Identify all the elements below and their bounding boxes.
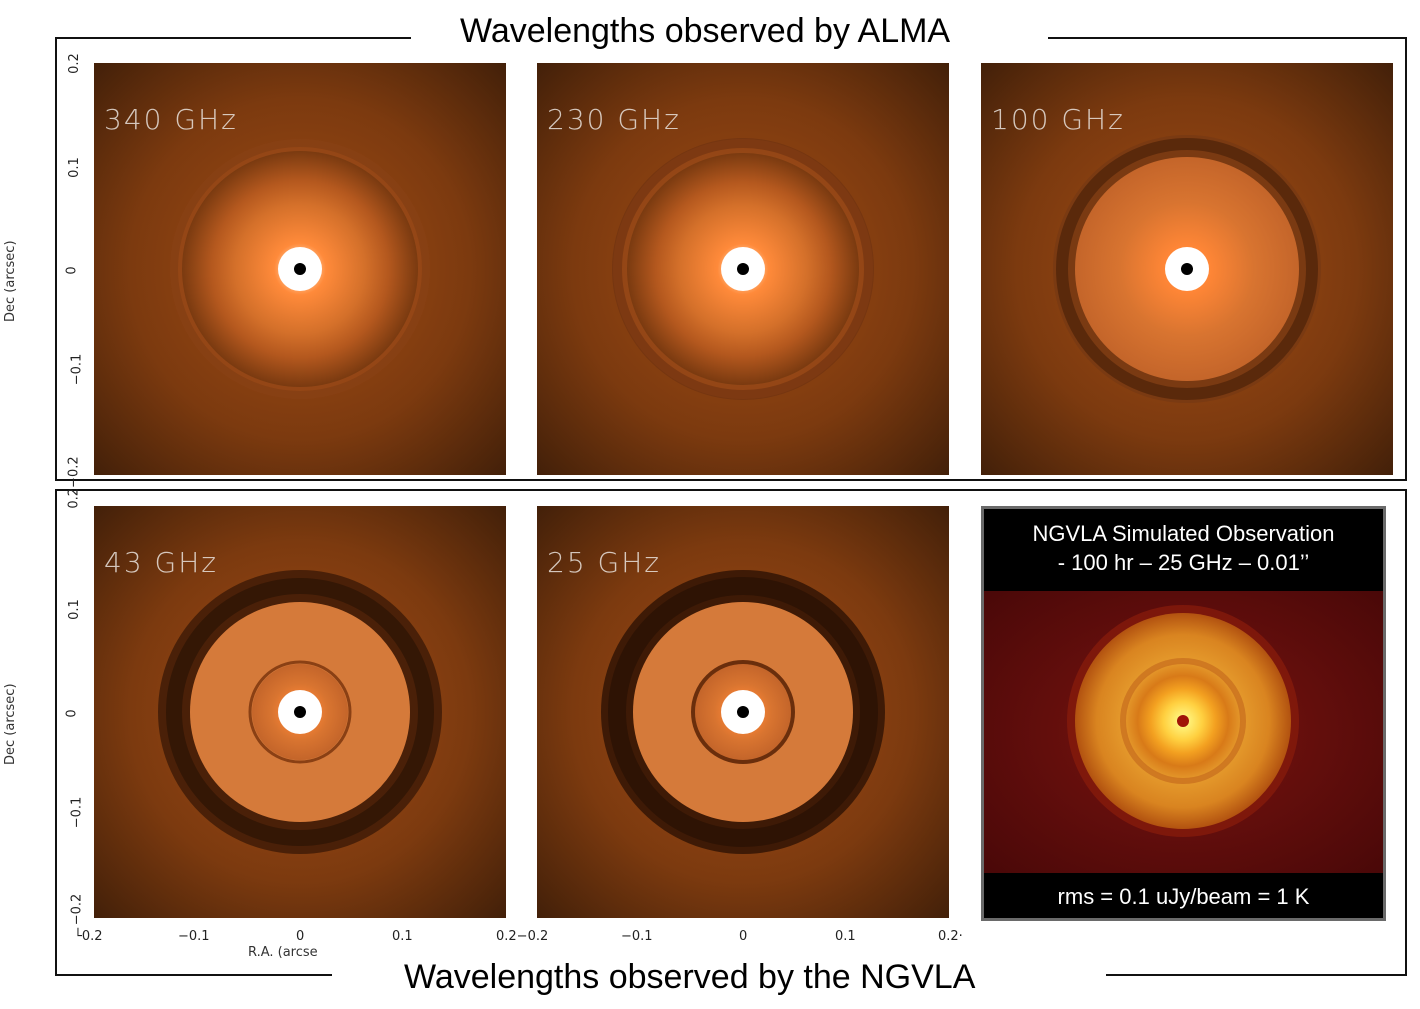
freq-label: 43 GHz xyxy=(104,546,218,579)
panel-25ghz: 25 GHz xyxy=(537,506,949,918)
disk-image-25ghz xyxy=(537,506,949,918)
panel-100ghz: 100 GHz xyxy=(981,63,1393,475)
ytick: 0 xyxy=(64,266,80,275)
disk-image-100ghz xyxy=(981,63,1393,475)
ytick: 0.1 xyxy=(66,157,82,178)
simulation-title: NGVLA Simulated Observation xyxy=(1032,521,1335,546)
xtick: −0.1 xyxy=(178,929,210,944)
ngvla-frame-bottom-left xyxy=(55,974,332,976)
panel-43ghz: 43 GHz xyxy=(94,506,506,918)
simulation-image xyxy=(984,591,1383,873)
alma-frame-top-left xyxy=(55,37,411,39)
freq-label: 340 GHz xyxy=(104,103,238,136)
ytick: 0 xyxy=(64,709,80,718)
freq-label: 100 GHz xyxy=(991,103,1125,136)
simulation-params: - 100 hr – 25 GHz – 0.01’’ xyxy=(1057,550,1310,575)
simulation-rms: rms = 0.1 uJy/beam = 1 K xyxy=(1057,884,1310,909)
freq-label: 230 GHz xyxy=(547,103,681,136)
ytick-joint: 0.2−0.2 xyxy=(66,456,82,509)
ytick: −0.1 xyxy=(69,796,85,829)
ngvla-simulation-panel: NGVLA Simulated Observation - 100 hr – 2… xyxy=(981,506,1386,921)
xtick-joint: 0.2−0.2 xyxy=(496,929,549,944)
xtick: 0 xyxy=(296,929,305,944)
simulation-header: NGVLA Simulated Observation - 100 hr – 2… xyxy=(984,509,1383,577)
ngvla-frame-bottom-right xyxy=(1106,974,1407,976)
alma-frame-top-right xyxy=(1048,37,1407,39)
ytick: 0.1 xyxy=(66,599,82,620)
disk-image-340ghz xyxy=(94,63,506,475)
disk-image-230ghz xyxy=(537,63,949,475)
xtick: 0.1 xyxy=(392,929,413,944)
ytick: −0.2 xyxy=(69,893,85,926)
ngvla-title: Wavelengths observed by the NGVLA xyxy=(390,958,990,997)
alma-frame xyxy=(55,37,1407,481)
x-axis-label: R.A. (arcse xyxy=(248,945,318,960)
panel-340ghz: 340 GHz xyxy=(94,63,506,475)
xtick: └0.2 xyxy=(74,929,103,944)
y-axis-label-top: Dec (arcsec) xyxy=(3,240,18,322)
ytick: 0.2 xyxy=(66,53,82,74)
xtick: −0.1 xyxy=(621,929,653,944)
ytick: −0.1 xyxy=(69,353,85,386)
ngvla-frame xyxy=(55,489,1407,976)
y-axis-label-bottom: Dec (arcsec) xyxy=(3,683,18,765)
xtick: 0.2· xyxy=(938,929,963,944)
freq-label: 25 GHz xyxy=(547,546,661,579)
panel-230ghz: 230 GHz xyxy=(537,63,949,475)
xtick: 0 xyxy=(739,929,748,944)
disk-image-43ghz xyxy=(94,506,506,918)
alma-title: Wavelengths observed by ALMA xyxy=(446,12,965,51)
xtick: 0.1 xyxy=(835,929,856,944)
